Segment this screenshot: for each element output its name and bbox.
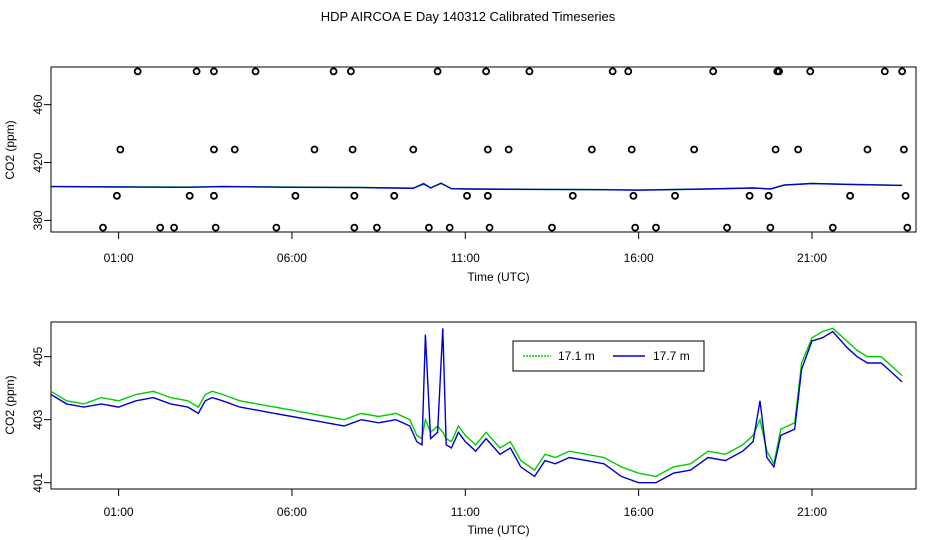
- top-panel-calibration-point: [116, 145, 125, 154]
- top-panel-calibration-point: [627, 145, 636, 154]
- top-panel-calibration-point: [690, 145, 699, 154]
- bottom-panel-y-axis-label: CO2 (ppm): [3, 375, 17, 434]
- top-panel-series-line-17-7m: [50, 182, 903, 191]
- bottom-panel-x-tick-label: 16:00: [624, 505, 654, 519]
- top-panel-calibration-point: [372, 223, 381, 232]
- top-panel-calibration-point: [409, 145, 418, 154]
- bottom-panel-x-tick-label: 01:00: [104, 505, 134, 519]
- bottom-panel-x-tick-label: 11:00: [451, 505, 480, 519]
- top-panel-calibration-point: [709, 67, 718, 76]
- top-panel-calibration-point: [348, 145, 357, 154]
- top-panel-calibration-point: [766, 223, 775, 232]
- bottom-panel-frame: [50, 321, 917, 490]
- top-panel-calibration-point: [771, 145, 780, 154]
- top-panel-calibration-point: [485, 223, 494, 232]
- top-panel-calibration-point: [723, 223, 731, 232]
- top-panel-calibration-point: [898, 67, 907, 76]
- bottom-panel-y-tick-label: 405: [31, 346, 45, 366]
- legend-label-17-1m: 17.1 m: [558, 349, 595, 363]
- top-panel-calibration-point: [350, 223, 359, 232]
- top-panel-calibration-point: [806, 67, 815, 76]
- top-panel-frame: [50, 66, 917, 233]
- top-panel-y-tick-label: 420: [31, 152, 45, 172]
- top-panel-calibration-point: [863, 145, 872, 154]
- top-panel-calibration-point: [880, 67, 889, 76]
- top-panel-calibration-point: [525, 67, 534, 76]
- top-panel-calibration-point: [210, 145, 218, 154]
- top-panel-calibration-point: [652, 223, 660, 232]
- bottom-panel-series-line-17-1m: [50, 327, 903, 478]
- top-panel-y-tick-label: 380: [31, 210, 45, 230]
- top-panel-calibration-point: [483, 191, 492, 200]
- top-panel-calibration-point: [568, 191, 577, 200]
- top-panel-x-tick-label: 01:00: [104, 251, 134, 265]
- top-panel-calibration-point: [210, 67, 218, 76]
- top-panel-calibration-point: [251, 67, 260, 76]
- top-panel-calibration-point: [329, 67, 338, 76]
- top-panel-calibration-point: [903, 223, 912, 232]
- top-panel-calibration-point: [310, 145, 319, 154]
- top-panel-calibration-point: [629, 191, 638, 200]
- top-panel-calibration-point: [745, 191, 754, 200]
- bottom-panel-x-tick-label: 21:00: [797, 505, 827, 519]
- top-panel-calibration-point: [828, 223, 837, 232]
- top-panel-calibration-point: [764, 191, 773, 200]
- bottom-panel-series-line-17-7m: [50, 328, 903, 484]
- top-panel-x-tick-label: 16:00: [624, 251, 654, 265]
- bottom-panel-y-tick-label: 403: [31, 409, 45, 429]
- top-panel-calibration-point: [671, 191, 679, 200]
- top-panel-y-tick-label: 460: [31, 94, 45, 114]
- top-panel-calibration-point: [272, 223, 281, 232]
- top-panel-calibration-point: [548, 223, 556, 232]
- top-panel-calibration-point: [631, 223, 640, 232]
- top-panel-calibration-point: [185, 191, 194, 200]
- top-panel-x-tick-label: 21:00: [797, 251, 827, 265]
- top-panel-calibration-point: [624, 67, 633, 76]
- top-panel-calibration-point: [424, 223, 433, 232]
- top-panel-calibration-point: [156, 223, 165, 232]
- top-panel-calibration-point: [112, 191, 121, 200]
- top-panel-x-tick-label: 06:00: [277, 251, 307, 265]
- top-panel-calibration-point: [445, 223, 454, 232]
- top-panel-calibration-point: [482, 67, 491, 76]
- top-panel-calibration-point: [350, 191, 359, 200]
- top-panel-calibration-point: [133, 67, 142, 76]
- top-panel-calibration-point: [210, 191, 218, 200]
- top-panel-calibration-point: [846, 191, 855, 200]
- legend-label-17-7m: 17.7 m: [653, 349, 690, 363]
- top-panel-calibration-point: [192, 67, 201, 76]
- top-panel-calibration-point: [346, 67, 355, 76]
- top-panel-calibration-point: [608, 67, 617, 76]
- top-panel-y-axis-label: CO2 (ppm): [3, 120, 17, 179]
- top-panel-calibration-point: [899, 145, 908, 154]
- top-panel-calibration-point: [170, 223, 178, 232]
- top-panel-calibration-point: [433, 67, 442, 76]
- top-panel-x-tick-label: 11:00: [451, 251, 480, 265]
- top-panel-calibration-point: [504, 145, 513, 154]
- top-panel-calibration-point: [587, 145, 596, 154]
- bottom-panel-y-tick-label: 401: [31, 472, 45, 492]
- bottom-panel-x-tick-label: 06:00: [277, 505, 307, 519]
- chart-title: HDP AIRCOA E Day 140312 Calibrated Times…: [320, 9, 616, 24]
- top-panel-calibration-point: [99, 223, 107, 232]
- top-panel-calibration-point: [463, 191, 471, 200]
- top-panel-x-axis-label: Time (UTC): [467, 270, 529, 284]
- top-panel-calibration-point: [775, 67, 783, 76]
- top-panel-calibration-point: [291, 191, 300, 200]
- top-panel-calibration-point: [901, 191, 910, 200]
- top-panel-calibration-point: [230, 145, 239, 154]
- top-panel-calibration-point: [794, 145, 803, 154]
- top-panel-calibration-point: [211, 223, 220, 232]
- top-panel-calibration-point: [483, 145, 492, 154]
- bottom-panel-x-axis-label: Time (UTC): [467, 523, 529, 537]
- top-panel-calibration-point: [390, 191, 399, 200]
